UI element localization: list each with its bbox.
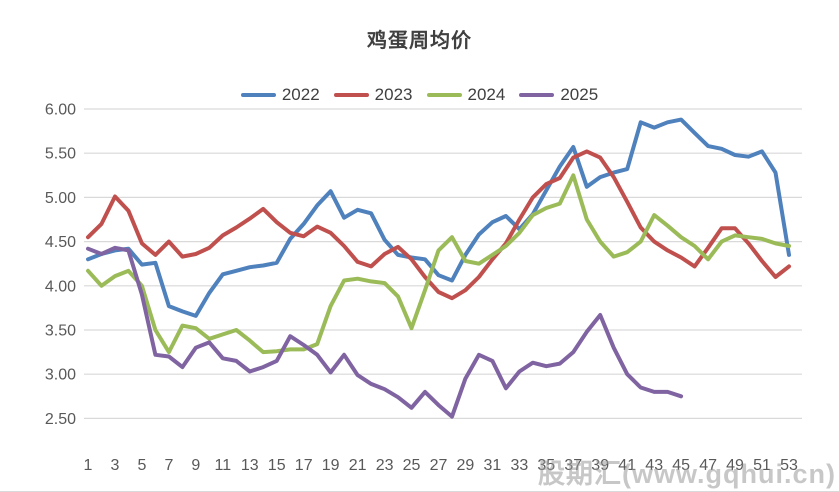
x-axis-tick-label: 21: [349, 457, 367, 474]
chart-legend: 2022 2023 2024 2025: [0, 85, 839, 105]
x-axis-tick-label: 5: [137, 457, 146, 474]
legend-swatch-2022: [240, 92, 276, 98]
x-axis-tick-label: 37: [564, 457, 582, 474]
y-axis-tick-label: 2.50: [45, 411, 76, 428]
x-axis-tick-label: 39: [591, 457, 609, 474]
series-line-2024: [86, 173, 791, 355]
x-axis-tick-label: 19: [322, 457, 340, 474]
x-axis-tick-label: 53: [780, 457, 798, 474]
x-axis-tick-label: 29: [457, 457, 475, 474]
legend-item-2025: 2025: [519, 85, 598, 105]
y-axis-tick-label: 4.00: [45, 278, 76, 295]
x-axis-tick-label: 27: [430, 457, 448, 474]
legend-swatch-2025: [519, 92, 555, 98]
legend-item-2022: 2022: [240, 85, 320, 105]
x-axis-tick-label: 11: [214, 457, 231, 474]
x-axis-tick-label: 15: [268, 457, 286, 474]
series-line-2022: [86, 117, 791, 318]
x-axis-tick-label: 23: [376, 457, 394, 474]
x-axis-tick-label: 49: [726, 457, 744, 474]
y-axis-tick-label: 5.50: [45, 146, 76, 163]
x-axis-tick-label: 51: [753, 457, 771, 474]
legend-label: 2024: [467, 85, 506, 104]
legend-swatch-2024: [426, 92, 462, 98]
legend-swatch-2023: [333, 92, 369, 98]
x-axis-tick-label: 35: [537, 457, 555, 474]
y-axis-tick-label: 3.00: [45, 367, 76, 384]
x-axis-tick-label: 47: [699, 457, 717, 474]
legend-label: 2022: [281, 85, 320, 104]
x-axis-tick-label: 33: [511, 457, 529, 474]
legend-label: 2023: [374, 85, 413, 104]
x-axis-tick-label: 43: [645, 457, 663, 474]
x-axis-tick-label: 41: [618, 457, 636, 474]
series-line-2023: [86, 149, 791, 301]
y-axis-tick-label: 3.50: [45, 323, 76, 340]
x-axis-tick-label: 25: [403, 457, 421, 474]
y-axis-tick-label: 6.00: [45, 102, 76, 119]
x-axis-tick-label: 31: [484, 457, 502, 474]
x-axis-tick-label: 13: [241, 457, 259, 474]
legend-label: 2025: [560, 85, 599, 104]
x-axis-tick-label: 17: [295, 457, 313, 474]
x-axis-tick-label: 1: [84, 457, 93, 474]
x-axis-tick-label: 7: [164, 457, 173, 474]
series-line-2025: [86, 245, 684, 419]
legend-item-2024: 2024: [426, 85, 506, 105]
x-axis-tick-label: 9: [191, 457, 200, 474]
y-axis-tick-label: 5.00: [45, 190, 76, 207]
x-axis-tick-label: 45: [672, 457, 690, 474]
legend-item-2023: 2023: [333, 85, 413, 105]
x-axis-tick-label: 3: [111, 457, 120, 474]
y-axis-tick-label: 4.50: [45, 234, 76, 251]
chart-title: 鸡蛋周均价: [367, 30, 472, 52]
